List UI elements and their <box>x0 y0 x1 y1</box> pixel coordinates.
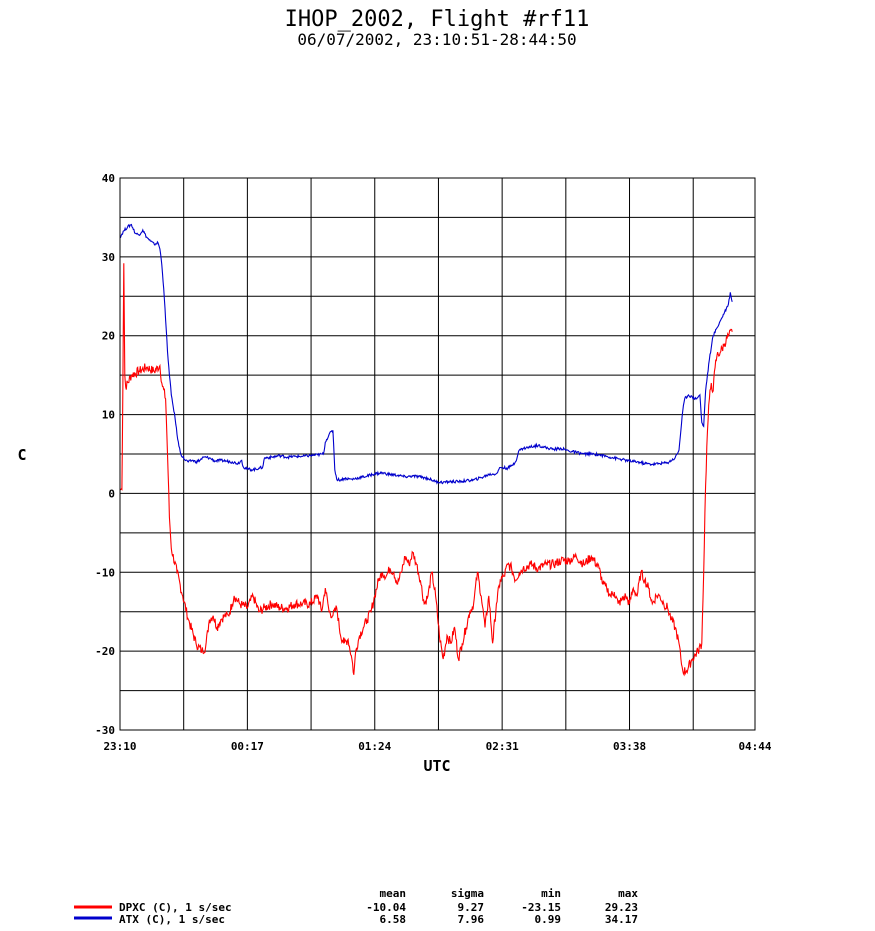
legend-label-atx: ATX (C), 1 s/sec <box>119 913 225 926</box>
x-tick-labels: 23:10 00:17 01:24 02:31 03:38 04:44 <box>103 740 771 753</box>
series-line-dpxc <box>119 263 733 677</box>
series-layer <box>119 223 733 677</box>
stat-atx-min: 0.99 <box>535 913 562 926</box>
stats-header-mean: mean <box>380 887 407 900</box>
stats-header-min: min <box>541 887 561 900</box>
y-tick-label: -20 <box>95 645 115 658</box>
legend: mean sigma min max DPXC (C), 1 s/sec -10… <box>74 887 638 926</box>
y-tick-label: 20 <box>102 330 115 343</box>
x-tick-label: 01:24 <box>358 740 391 753</box>
stat-atx-sigma: 7.96 <box>458 913 485 926</box>
stat-atx-mean: 6.58 <box>380 913 407 926</box>
stat-dpxc-sigma: 9.27 <box>458 901 485 914</box>
y-tick-labels: 40 30 20 10 0 -10 -20 -30 <box>95 172 115 737</box>
stat-dpxc-min: -23.15 <box>521 901 561 914</box>
x-tick-label: 04:44 <box>738 740 771 753</box>
x-tick-label: 23:10 <box>103 740 136 753</box>
y-tick-label: -30 <box>95 724 115 737</box>
y-tick-label: 40 <box>102 172 115 185</box>
plot-frame <box>119 177 756 731</box>
legend-label-dpxc: DPXC (C), 1 s/sec <box>119 901 232 914</box>
x-axis-label: UTC <box>423 757 450 775</box>
y-tick-label: 0 <box>108 487 115 500</box>
chart-title: IHOP_2002, Flight #rf11 <box>285 7 590 32</box>
x-tick-label: 03:38 <box>613 740 646 753</box>
y-axis-label: C <box>17 446 26 464</box>
y-tick-label: 30 <box>102 251 115 264</box>
x-tick-label: 02:31 <box>486 740 519 753</box>
stat-dpxc-max: 29.23 <box>605 901 638 914</box>
y-tick-label: 10 <box>102 409 115 422</box>
stats-header-max: max <box>618 887 638 900</box>
stats-header-sigma: sigma <box>451 887 484 900</box>
series-line-atx <box>119 223 733 485</box>
x-tick-label: 00:17 <box>231 740 264 753</box>
stat-dpxc-mean: -10.04 <box>366 901 406 914</box>
chart-subtitle: 06/07/2002, 23:10:51-28:44:50 <box>297 30 576 49</box>
y-tick-label: -10 <box>95 566 115 579</box>
stat-atx-max: 34.17 <box>605 913 638 926</box>
plot-grid <box>120 177 755 731</box>
